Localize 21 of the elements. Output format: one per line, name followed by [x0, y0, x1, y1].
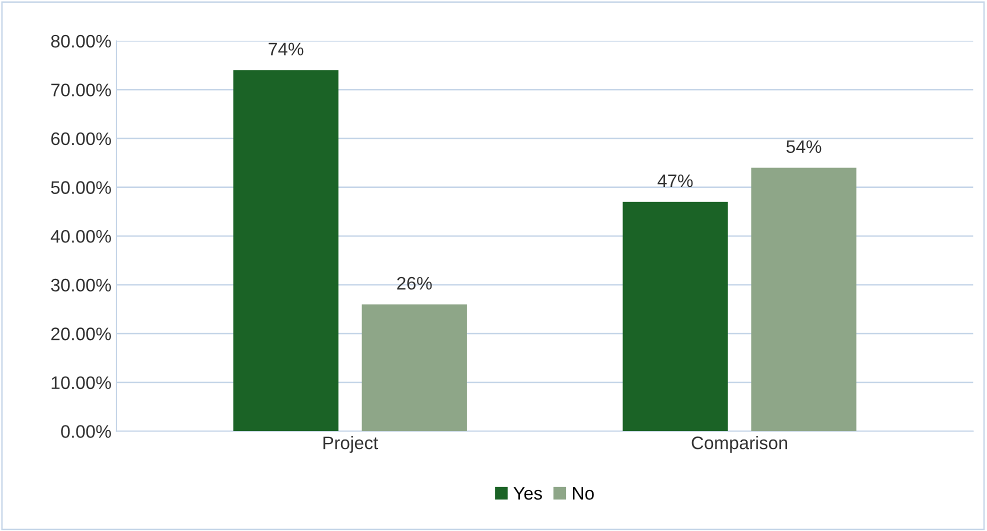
data-label: 47%	[658, 174, 693, 188]
y-tick-label: 10.00%	[52, 376, 111, 390]
bar	[751, 168, 856, 432]
y-tick-label: 50.00%	[51, 181, 111, 194]
data-label: 26%	[397, 276, 432, 290]
y-tick-label: 70.00%	[51, 84, 111, 96]
y-tick-label: 20.00%	[51, 328, 111, 340]
y-tick-label: 40.00%	[50, 230, 111, 243]
y-tick-label: 0.00%	[61, 425, 111, 438]
y-tick-label: 60.00%	[51, 132, 111, 146]
bar	[362, 304, 467, 432]
legend-label: Yes	[514, 487, 542, 500]
x-tick-label: Comparison	[692, 436, 788, 453]
data-label: 74%	[268, 42, 304, 56]
legend-label: No	[572, 487, 594, 500]
bar	[622, 202, 728, 432]
y-tick-label: 80.00%	[51, 34, 111, 48]
bar	[233, 70, 338, 432]
y-tick-label: 30.00%	[51, 278, 111, 292]
data-label: 54%	[786, 140, 822, 154]
x-tick-label: Project	[324, 436, 378, 453]
